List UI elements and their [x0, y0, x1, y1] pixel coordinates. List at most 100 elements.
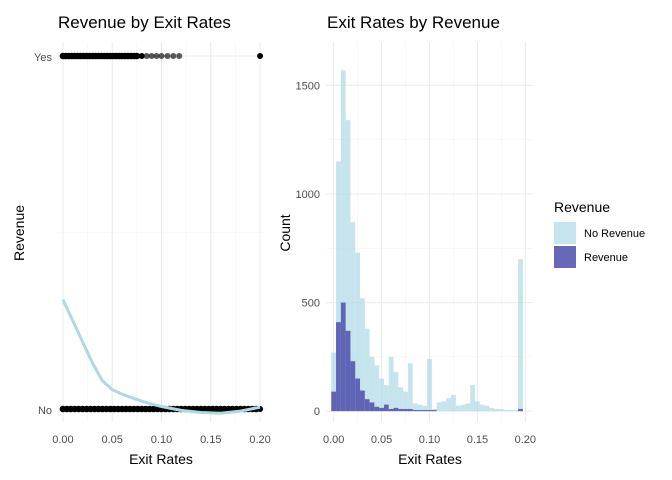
left-x-tick-label: 0.05: [102, 434, 123, 446]
histogram-bar: [331, 352, 337, 412]
left-chart-panel: Revenue by Exit Rates Revenue Exit Rates…: [11, 13, 271, 467]
scatter-point: [176, 53, 183, 59]
histogram-bar: [475, 401, 480, 412]
scatter-point: [257, 53, 264, 59]
histogram-bar: [360, 298, 365, 412]
left-x-tick-label: 0.15: [200, 434, 221, 446]
right-y-tick-label: 1000: [296, 189, 320, 201]
histogram-bar: [498, 408, 504, 412]
histogram-bar: [398, 408, 404, 412]
right-chart-title: Exit Rates by Revenue: [327, 13, 500, 32]
histogram-bar: [484, 405, 490, 412]
scatter-point: [164, 53, 171, 59]
histogram-bar: [417, 404, 423, 412]
histogram-bar: [460, 404, 466, 412]
histogram-bar: [494, 408, 499, 412]
histogram-bar: [388, 408, 394, 412]
histogram-bar: [403, 391, 408, 412]
histogram-bar: [403, 408, 408, 412]
histogram-bar: [355, 252, 361, 412]
left-x-tick-label: 0.10: [151, 434, 172, 446]
histogram-bar: [398, 387, 404, 412]
histogram-bar: [374, 406, 380, 412]
histogram-bar: [383, 404, 389, 412]
scatter-point: [148, 53, 155, 59]
legend-label-no-revenue: No Revenue: [584, 228, 645, 240]
histogram-bar: [383, 385, 389, 412]
histogram-bar: [350, 222, 356, 412]
legend-swatch-revenue: [554, 246, 576, 268]
legend-label-revenue: Revenue: [584, 252, 628, 264]
histogram-bar: [369, 402, 375, 412]
left-x-tick-label: 0.20: [249, 434, 270, 446]
scatter-point: [143, 53, 150, 59]
right-x-tick-label: 0.00: [323, 434, 344, 446]
histogram-bar: [451, 394, 456, 412]
right-y-tick-label: 1500: [296, 80, 320, 92]
legend: Revenue No Revenue Revenue: [554, 199, 645, 268]
bars-revenue: [331, 302, 523, 412]
right-y-tick-labels: 0 500 1000 1500: [296, 80, 320, 418]
histogram-bar: [518, 259, 523, 412]
right-x-tick-labels: 0.00 0.05 0.10 0.15 0.20: [323, 434, 536, 446]
histogram-bar: [336, 161, 341, 412]
scatter-point: [133, 52, 141, 60]
legend-title: Revenue: [554, 199, 610, 215]
scatter-point: [138, 53, 145, 59]
right-x-tick-label: 0.15: [467, 434, 488, 446]
left-ylabel: Revenue: [11, 205, 27, 261]
histogram-bar: [513, 410, 519, 412]
right-chart-panel: Exit Rates by Revenue Count Exit Rates 0…: [277, 13, 536, 467]
left-x-tick-label: 0.00: [52, 434, 73, 446]
right-x-tick-label: 0.05: [371, 434, 392, 446]
right-x-tick-label: 0.10: [419, 434, 440, 446]
histogram-bar: [422, 410, 428, 412]
scatter-point: [158, 53, 165, 59]
histogram-bar: [355, 378, 361, 412]
scatter-point: [153, 53, 160, 59]
histogram-bar: [427, 410, 432, 412]
histogram-bar: [431, 410, 437, 412]
histogram-bar: [350, 361, 356, 412]
right-y-tick-label: 0: [314, 406, 320, 418]
histogram-bar: [412, 410, 418, 412]
histogram-bar: [407, 363, 413, 412]
histogram-bar: [446, 398, 452, 412]
histogram-bar: [455, 405, 461, 412]
histogram-bar: [436, 402, 442, 412]
right-ylabel: Count: [277, 214, 293, 251]
histogram-bar: [340, 70, 346, 412]
histogram-bar: [503, 410, 509, 412]
histogram-bar: [364, 328, 370, 412]
right-xlabel: Exit Rates: [398, 451, 462, 467]
histogram-bar: [345, 330, 351, 412]
histogram-bar: [345, 120, 351, 412]
histogram-bar: [336, 322, 341, 412]
left-chart-title: Revenue by Exit Rates: [58, 13, 231, 32]
histogram-bar: [379, 378, 384, 412]
y-category-no: No: [38, 405, 52, 417]
histogram-bar: [489, 407, 495, 412]
y-category-yes: Yes: [34, 52, 52, 64]
histogram-bar: [508, 410, 514, 412]
histogram-bar: [417, 410, 423, 412]
histogram-bar: [427, 359, 432, 412]
histogram-bar: [393, 372, 399, 412]
histogram-bar: [422, 405, 428, 412]
histogram-bar: [470, 385, 476, 412]
smooth-curve: [61, 298, 261, 415]
histogram-bar: [441, 401, 447, 412]
histogram-bar: [331, 391, 337, 412]
right-y-tick-label: 500: [302, 298, 320, 310]
histogram-bar: [379, 407, 384, 412]
right-x-tick-label: 0.20: [515, 434, 536, 446]
histogram-bar: [388, 356, 394, 412]
right-gridlines: [326, 42, 533, 422]
left-x-tick-labels: 0.00 0.05 0.10 0.15 0.20: [52, 434, 271, 446]
histogram-bar: [340, 302, 346, 412]
histogram-bar: [369, 356, 375, 412]
histogram-bar: [518, 408, 523, 412]
histogram-bar: [479, 404, 485, 412]
histogram-bar: [407, 408, 413, 412]
scatter-point: [170, 53, 177, 59]
